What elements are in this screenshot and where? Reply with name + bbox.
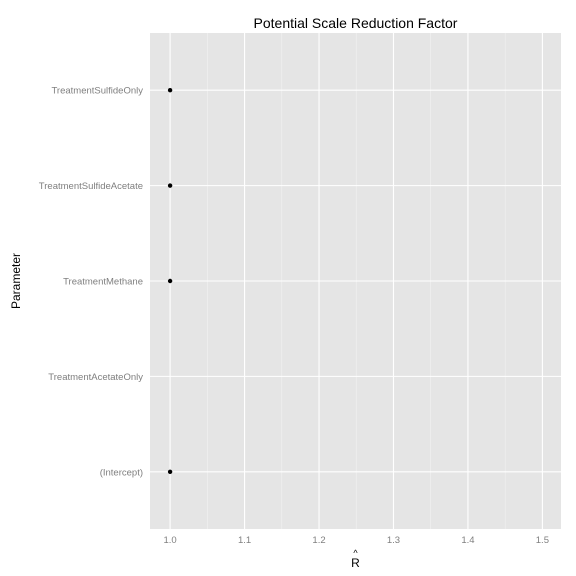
- y-axis-title: Parameter: [9, 253, 23, 309]
- x-tick-label: 1.0: [163, 535, 176, 546]
- chart-title: Potential Scale Reduction Factor: [254, 15, 458, 31]
- y-tick-labels: (Intercept) TreatmentAcetateOnly Treatment…: [39, 86, 143, 479]
- x-tick-label: 1.1: [238, 535, 251, 546]
- data-point: [167, 183, 173, 188]
- x-tick-labels: 1.0 1.1 1.2 1.3 1.4 1.5: [163, 535, 549, 546]
- data-points: [167, 88, 173, 474]
- y-tick-label: TreatmentMethane: [63, 277, 143, 288]
- y-tick-label: TreatmentAcetateOnly: [48, 372, 143, 383]
- x-axis-title-accent: ^: [353, 548, 358, 558]
- x-tick-label: 1.3: [387, 535, 400, 546]
- x-tick-label: 1.5: [536, 535, 549, 546]
- x-axis-title: R: [351, 556, 360, 570]
- y-tick-label: TreatmentSulfideOnly: [51, 86, 143, 97]
- data-point: [167, 88, 173, 93]
- data-point: [167, 278, 173, 284]
- x-tick-label: 1.4: [461, 535, 474, 546]
- grid-lines: [150, 33, 561, 529]
- y-tick-label: (Intercept): [100, 467, 143, 478]
- x-tick-label: 1.2: [312, 535, 325, 546]
- data-point: [167, 469, 173, 474]
- y-tick-label: TreatmentSulfideAcetate: [39, 181, 143, 192]
